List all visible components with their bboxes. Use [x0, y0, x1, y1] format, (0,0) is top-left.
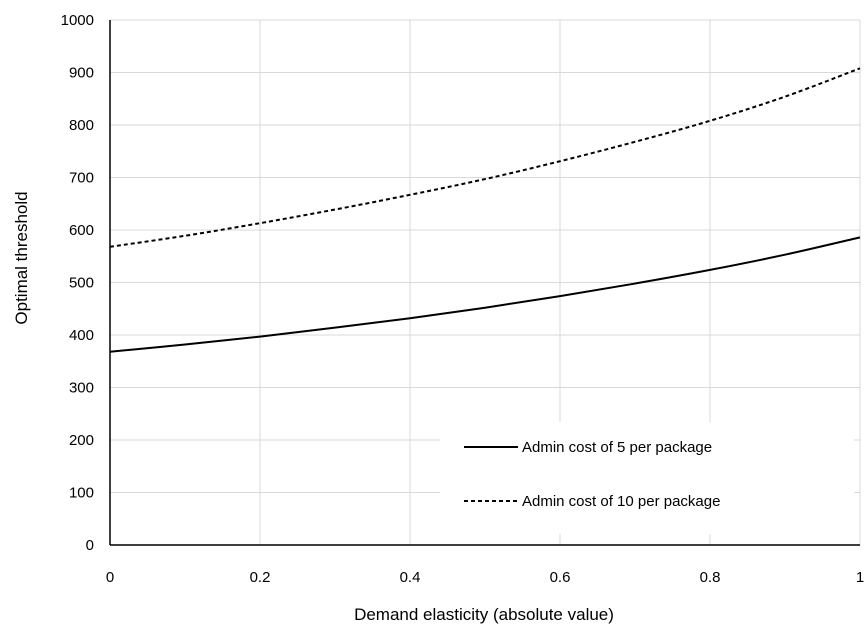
x-tick-label: 0.4	[400, 569, 421, 586]
y-tick-label: 300	[69, 380, 94, 397]
series-line-admin-cost-10	[109, 67, 861, 248]
x-axis-title: Demand elasticity (absolute value)	[354, 605, 614, 624]
x-tick-label: 0.2	[250, 569, 271, 586]
y-tick-label: 200	[69, 432, 94, 449]
y-tick-label: 700	[69, 170, 94, 187]
legend-label-admin-cost-10: Admin cost of 10 per package	[522, 493, 720, 510]
series-line-admin-cost-5	[109, 236, 861, 353]
y-axis-title: Optimal threshold	[12, 191, 31, 324]
x-tick-label: 1	[856, 569, 864, 586]
x-tick-label: 0.8	[700, 569, 721, 586]
y-tick-labels: 0 100 200 300 400 500 600 700 800 900 1000	[61, 12, 94, 554]
series-lines	[109, 67, 861, 353]
x-tick-label: 0.6	[550, 569, 571, 586]
x-tick-label: 0	[106, 569, 114, 586]
y-tick-label: 500	[69, 275, 94, 292]
y-tick-label: 400	[69, 327, 94, 344]
y-tick-label: 0	[86, 537, 94, 554]
y-tick-label: 100	[69, 485, 94, 502]
y-tick-label: 900	[69, 65, 94, 82]
legend-box	[440, 422, 854, 534]
axes	[109, 20, 860, 546]
y-tick-label: 1000	[61, 12, 94, 29]
x-tick-labels: 0 0.2 0.4 0.6 0.8 1	[106, 569, 864, 586]
legend-label-admin-cost-5: Admin cost of 5 per package	[522, 439, 712, 456]
y-tick-label: 600	[69, 222, 94, 239]
legend: Admin cost of 5 per package Admin cost o…	[440, 422, 854, 534]
y-tick-label: 800	[69, 117, 94, 134]
